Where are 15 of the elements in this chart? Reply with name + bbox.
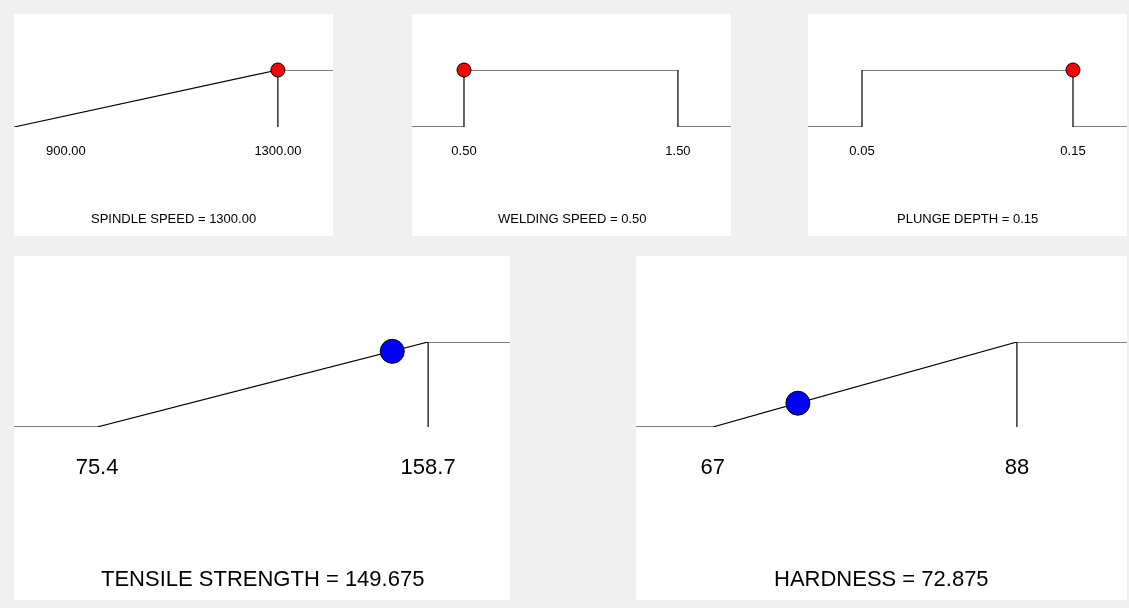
x-tick-label: 67 [700,454,725,479]
x-tick-label: 0.05 [849,143,875,158]
x-axis-title: PLUNGE DEPTH = 0.15 [897,211,1039,226]
x-axis-title: TENSILE STRENGTH = 149.675 [101,566,425,591]
x-tick-label: 1.50 [665,143,691,158]
x-tick-label: 0.50 [451,143,477,158]
x-axis-title: WELDING SPEED = 0.50 [498,211,647,226]
x-axis-title: SPINDLE SPEED = 1300.00 [91,211,257,226]
x-tick-label: 0.15 [1060,143,1086,158]
x-tick-label: 1300.00 [254,143,302,158]
x-tick-label: 88 [1004,454,1030,479]
x-tick-label: 158.7 [400,454,456,479]
x-axis-title: HARDNESS = 72.875 [774,566,989,591]
x-tick-label: 75.4 [75,454,119,479]
x-tick-label: 900.00 [46,143,86,158]
